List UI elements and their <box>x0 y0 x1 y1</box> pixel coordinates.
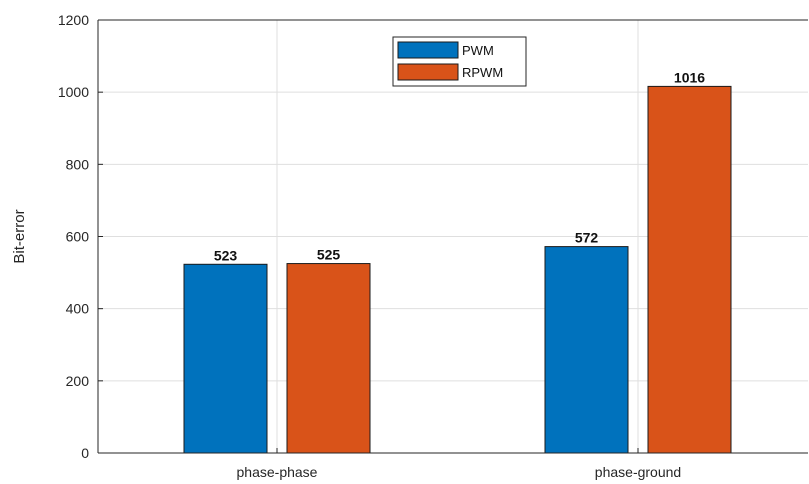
y-tick-label: 800 <box>66 156 90 172</box>
data-label: 525 <box>317 247 341 263</box>
y-tick-label: 400 <box>66 301 90 317</box>
data-label: 572 <box>575 230 599 246</box>
bars <box>183 85 732 454</box>
bar-pwm-phase-ground <box>544 246 629 454</box>
legend-label-pwm: PWM <box>462 43 494 58</box>
y-tick-label: 1200 <box>58 12 89 28</box>
x-tick-label: phase-ground <box>595 464 681 480</box>
data-label: 1016 <box>674 69 705 85</box>
bar-rpwm-phase-phase <box>286 263 371 454</box>
bar-pwm-phase-phase <box>183 263 268 454</box>
y-tick-label: 600 <box>66 229 90 245</box>
y-tick-label: 0 <box>81 445 89 461</box>
y-axis-label: Bit-error <box>11 209 28 263</box>
legend-label-rpwm: RPWM <box>462 65 503 80</box>
x-tick-label: phase-phase <box>237 464 318 480</box>
legend: PWM RPWM <box>392 36 527 87</box>
data-label: 523 <box>214 247 238 263</box>
y-tick-label: 1000 <box>58 84 89 100</box>
bar-rpwm-phase-ground <box>647 85 732 454</box>
y-tick-label: 200 <box>66 373 90 389</box>
axes: 0 200 400 600 800 1000 1200 phase-phase phase-gr… <box>58 12 808 480</box>
legend-swatch-pwm <box>397 41 459 59</box>
legend-swatch-rpwm <box>397 63 459 81</box>
data-labels: 523 572 525 1016 <box>214 69 705 263</box>
